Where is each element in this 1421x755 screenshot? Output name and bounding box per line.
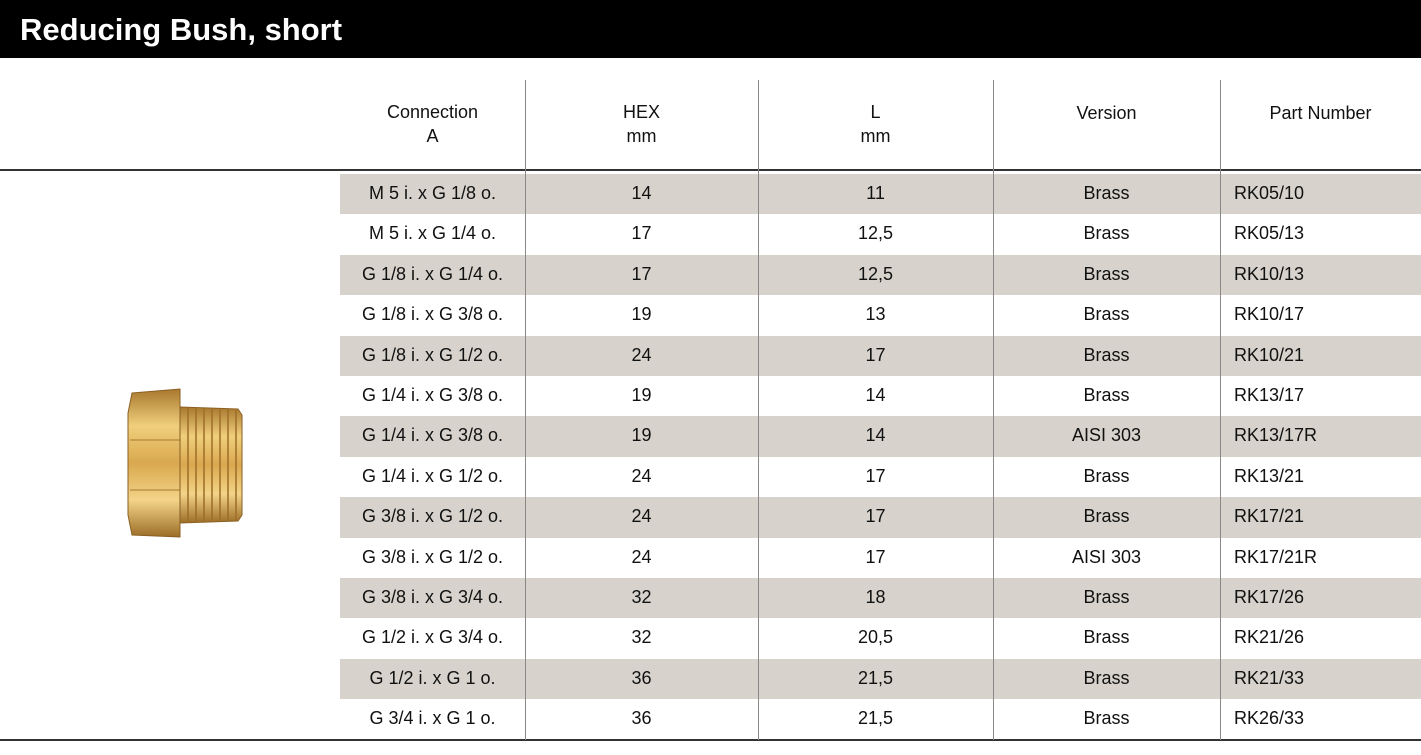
column-header: HEX mm — [622, 102, 660, 146]
column-divider — [993, 80, 994, 740]
table-cell: Brass — [1083, 223, 1130, 244]
table-cell: RK13/17 — [1234, 385, 1305, 405]
table-cell: G 3/8 i. x G 1/2 o. — [361, 546, 504, 567]
table-cell: 24 — [631, 546, 652, 567]
table-cell: G 1/4 i. x G 3/8 o. — [361, 425, 504, 446]
table-cell: 14 — [865, 385, 886, 405]
table-cell: 36 — [631, 667, 652, 688]
column-header: Version — [1076, 103, 1137, 123]
table-cell: Brass — [1083, 465, 1130, 486]
product-image — [127, 388, 243, 538]
title-bar: Reducing Bush, short — [0, 0, 1421, 58]
table-cell: G 1/2 i. x G 1 o. — [369, 667, 496, 688]
table-cell: 17 — [631, 223, 652, 244]
bottom-rule — [0, 739, 1421, 741]
table-cell: 21,5 — [857, 667, 894, 688]
table-cell: 19 — [631, 304, 652, 325]
table-cell: G 1/8 i. x G 3/8 o. — [361, 304, 504, 325]
table-cell: RK26/33 — [1234, 708, 1305, 729]
table-cell: G 1/4 i. x G 1/2 o. — [361, 465, 504, 486]
column-divider — [758, 80, 759, 740]
table-cell: G 1/8 i. x G 1/2 o. — [361, 344, 504, 365]
table-cell: 14 — [865, 425, 886, 446]
table-cell: 12,5 — [857, 223, 894, 244]
table-cell: 14 — [631, 183, 652, 203]
table-cell: G 3/8 i. x G 1/2 o. — [361, 506, 504, 527]
column-header: Connection A — [386, 102, 479, 146]
table-cell: Brass — [1083, 627, 1130, 648]
table-cell: 17 — [865, 465, 886, 486]
table-cell: G 3/4 i. x G 1 o. — [369, 708, 496, 729]
header-rule — [0, 169, 1421, 171]
table-cell: RK10/17 — [1234, 304, 1305, 325]
table-cell: AISI 303 — [1071, 425, 1142, 446]
table-cell: RK10/13 — [1234, 263, 1305, 284]
column-header: L mm — [860, 102, 891, 146]
table-cell: 13 — [865, 304, 886, 325]
table-cell: RK10/21 — [1234, 344, 1305, 365]
table-cell: 32 — [631, 587, 652, 607]
table-cell: 17 — [631, 263, 652, 284]
table-cell: Brass — [1083, 344, 1130, 365]
table-cell: RK05/10 — [1234, 183, 1305, 203]
table-cell: 17 — [865, 344, 886, 365]
table-cell: 20,5 — [857, 627, 894, 648]
table-cell: 11 — [866, 183, 885, 203]
table-cell: 12,5 — [857, 263, 894, 284]
table-cell: G 3/8 i. x G 3/4 o. — [361, 587, 504, 607]
table-cell: G 1/4 i. x G 3/8 o. — [361, 385, 504, 405]
row-stripe — [340, 254, 1421, 296]
table-cell: M 5 i. x G 1/4 o. — [368, 223, 497, 244]
row-stripe — [340, 497, 1421, 538]
table-cell: G 1/2 i. x G 3/4 o. — [361, 627, 504, 648]
row-stripe — [340, 416, 1421, 457]
table-cell: 18 — [865, 587, 886, 607]
table-cell: RK21/26 — [1234, 627, 1305, 648]
table-cell: Brass — [1083, 587, 1130, 607]
column-divider — [1220, 80, 1221, 740]
table-cell: 24 — [631, 465, 652, 486]
table-cell: 36 — [631, 708, 652, 729]
table-cell: 19 — [631, 385, 652, 405]
table-cell: 17 — [865, 506, 886, 527]
table-cell: 19 — [631, 425, 652, 446]
column-header: Part Number — [1269, 103, 1372, 123]
table-cell: 17 — [865, 546, 886, 567]
table-cell: Brass — [1083, 263, 1130, 284]
table-cell: 24 — [631, 344, 652, 365]
column-divider — [525, 80, 526, 740]
table-cell: 21,5 — [857, 708, 894, 729]
table-cell: Brass — [1083, 667, 1130, 688]
table-cell: Brass — [1083, 183, 1130, 203]
table-cell: RK17/26 — [1234, 587, 1305, 607]
table-cell: 32 — [631, 627, 652, 648]
table-cell: AISI 303 — [1071, 546, 1142, 567]
table-cell: Brass — [1083, 304, 1130, 325]
table-cell: RK17/21 — [1234, 506, 1305, 527]
table-cell: RK13/21 — [1234, 465, 1305, 486]
table-cell: Brass — [1083, 708, 1130, 729]
table-cell: Brass — [1083, 385, 1130, 405]
table-cell: M 5 i. x G 1/8 o. — [368, 183, 497, 203]
row-stripe — [340, 578, 1421, 619]
table-cell: RK21/33 — [1234, 667, 1305, 688]
row-stripe — [340, 658, 1421, 700]
table-cell: RK13/17R — [1234, 425, 1318, 446]
table-cell: 24 — [631, 506, 652, 527]
table-cell: Brass — [1083, 506, 1130, 527]
table-cell: RK17/21R — [1234, 546, 1318, 567]
row-stripe — [340, 335, 1421, 376]
row-stripe — [340, 174, 1421, 215]
title: Reducing Bush, short — [20, 12, 343, 47]
table-cell: G 1/8 i. x G 1/4 o. — [361, 263, 504, 284]
table-cell: RK05/13 — [1234, 223, 1305, 244]
